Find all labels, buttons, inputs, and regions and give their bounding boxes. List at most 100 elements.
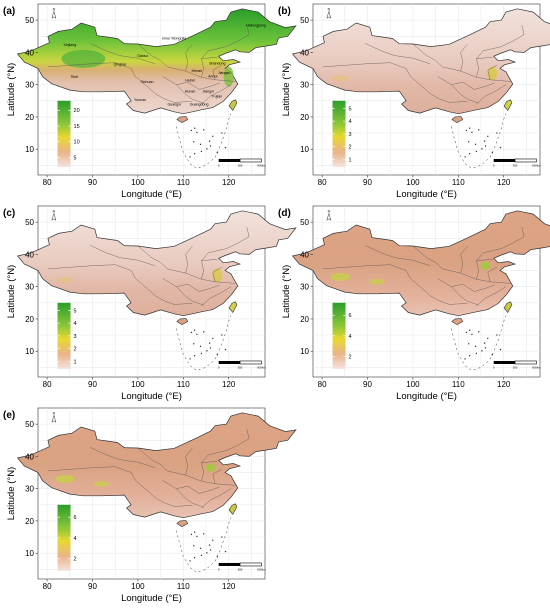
x-tick-label: 90	[363, 178, 372, 187]
y-tick-label: 10	[25, 549, 34, 558]
panel-label: (a)	[3, 6, 15, 17]
y-tick-label: 50	[300, 218, 309, 227]
x-tick-label: 80	[43, 582, 52, 591]
map-panel-e: N 6 4 2 0 300 600km 80 90 100 110 120 10 20 30 40 50 Long…	[0, 404, 297, 606]
y-axis-label: Latitude (°N)	[281, 265, 292, 318]
hainan-island	[176, 520, 189, 528]
y-axis-label: Latitude (°N)	[6, 467, 17, 520]
y-tick-label: 50	[300, 16, 309, 25]
x-tick-label: 100	[131, 178, 145, 187]
north-arrow-label: N	[53, 7, 56, 11]
legend-tick-label: 4	[74, 536, 77, 542]
y-tick-label: 40	[25, 48, 34, 57]
map-panel-a: Xinjiang Inner Mongolia Heilongjiang Tibet Q…	[0, 0, 297, 202]
panel-label: (b)	[278, 6, 291, 17]
map-panel-c: N 5 4 3 2 1 0 300 600km 80 90 100 110 120 10 20 30 40 50 Lo…	[0, 202, 297, 404]
y-axis-label: Latitude (°N)	[281, 63, 292, 116]
south-china-sea-dashes	[176, 315, 232, 371]
legend-tick-label: 1	[349, 157, 352, 163]
scalebar-label: 600km	[532, 365, 541, 369]
legend-tick-label: 2	[349, 145, 352, 151]
x-tick-label: 90	[363, 380, 372, 389]
map-svg: Xinjiang Inner Mongolia Heilongjiang Tibet Q…	[3, 3, 297, 200]
region-label: Xinjiang	[63, 43, 76, 47]
scalebar	[493, 360, 516, 364]
taiwan-island	[503, 301, 513, 314]
x-axis-label: Longitude (°E)	[396, 391, 457, 402]
legend-tick-label: 5	[74, 308, 77, 314]
y-tick-label: 20	[25, 315, 34, 324]
scalebar-label: 600km	[257, 163, 266, 167]
scalebar	[218, 360, 241, 364]
scalebar-label: 600km	[257, 365, 266, 369]
region-label: Guangxi	[168, 103, 182, 107]
region-label: Sichuan	[140, 80, 153, 84]
legend-tick-label: 3	[74, 334, 77, 340]
panel-label: (e)	[3, 410, 15, 421]
taiwan-island	[228, 503, 238, 516]
scalebar-label: 0	[493, 365, 495, 369]
south-china-sea-dashes	[176, 517, 232, 573]
region-label: Henan	[192, 69, 203, 73]
x-axis-label: Longitude (°E)	[121, 189, 182, 200]
x-tick-label: 100	[406, 380, 420, 389]
y-axis-label: Latitude (°N)	[6, 265, 17, 318]
y-tick-label: 30	[300, 283, 309, 292]
y-tick-label: 10	[300, 145, 309, 154]
north-arrow-icon	[326, 212, 332, 221]
scalebar-label: 600km	[532, 163, 541, 167]
south-china-sea-dashes	[451, 315, 507, 371]
north-arrow-label: N	[328, 7, 331, 11]
legend-tick-label: 2	[349, 355, 352, 361]
x-tick-label: 80	[318, 178, 327, 187]
region-label: Shandong	[209, 61, 225, 65]
y-tick-label: 40	[300, 250, 309, 259]
scalebar-label: 300	[238, 365, 243, 369]
scalebar-label: 0	[218, 567, 220, 571]
x-tick-label: 100	[131, 380, 145, 389]
north-arrow-label: N	[53, 411, 56, 415]
region-label: Jiangxi	[203, 90, 214, 94]
x-tick-label: 110	[452, 178, 465, 187]
y-tick-label: 40	[300, 48, 309, 57]
hainan-island	[451, 318, 464, 326]
x-axis-label: Longitude (°E)	[396, 189, 457, 200]
x-tick-label: 110	[177, 582, 190, 591]
y-tick-label: 50	[25, 218, 34, 227]
x-tick-label: 80	[43, 178, 52, 187]
y-tick-label: 20	[25, 113, 34, 122]
y-tick-label: 20	[300, 113, 309, 122]
map-panel-d: N 6 4 2 0 300 600km 80 90 100 110 120 10 20 30 40 50 Long…	[275, 202, 550, 404]
panel-label: (d)	[278, 208, 291, 219]
scalebar-label: 300	[513, 163, 518, 167]
legend-tick-label: 6	[349, 313, 352, 319]
legend-tick-label: 15	[74, 124, 80, 130]
y-tick-label: 30	[25, 81, 34, 90]
legend-tick-label: 6	[74, 515, 77, 521]
north-arrow-label: N	[328, 209, 331, 213]
x-tick-label: 120	[497, 380, 511, 389]
legend-colorbar	[332, 100, 346, 167]
panel-label: (c)	[3, 208, 15, 219]
scalebar	[218, 158, 241, 162]
region-label: Guangdong	[190, 103, 209, 107]
y-tick-label: 10	[25, 347, 34, 356]
scalebar-label: 600km	[257, 567, 266, 571]
y-tick-label: 20	[300, 315, 309, 324]
legend-colorbar	[57, 302, 71, 369]
x-axis-label: Longitude (°E)	[121, 593, 182, 604]
scalebar-label: 300	[238, 163, 243, 167]
x-tick-label: 120	[222, 380, 236, 389]
y-tick-label: 50	[25, 16, 34, 25]
north-arrow-icon	[326, 10, 332, 19]
north-arrow-label: N	[53, 209, 56, 213]
region-label: Jiangsu	[218, 71, 230, 75]
north-arrow-icon	[51, 10, 57, 19]
y-tick-label: 30	[300, 81, 309, 90]
hainan-island	[176, 116, 189, 124]
legend-tick-label: 3	[349, 132, 352, 138]
